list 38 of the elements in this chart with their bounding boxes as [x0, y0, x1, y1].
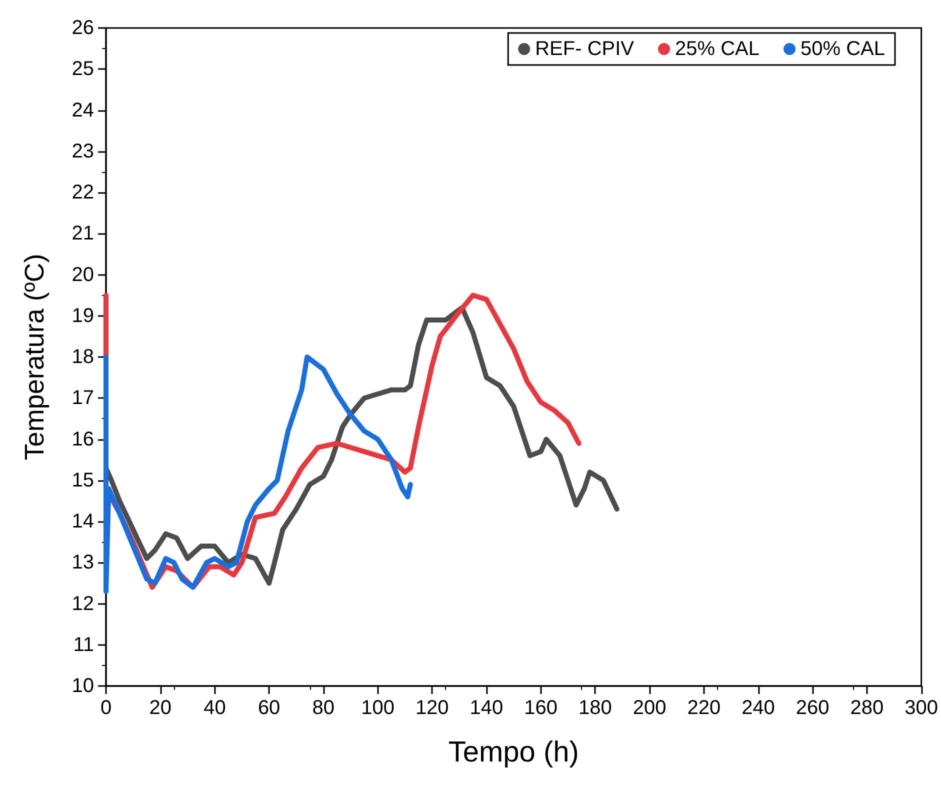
x-tick-label: 100 [361, 697, 394, 719]
y-tick-label: 23 [72, 140, 94, 162]
x-axis-title: Tempo (h) [448, 736, 579, 768]
y-tick-label: 12 [72, 592, 94, 615]
y-tick-label: 10 [72, 675, 94, 697]
y-tick-label: 16 [72, 428, 94, 450]
y-tick-label: 11 [73, 634, 94, 656]
x-tick-label: 300 [904, 697, 938, 719]
x-tick-label: 140 [470, 697, 504, 719]
y-tick-label: 18 [72, 346, 94, 368]
x-tick-label: 220 [687, 697, 721, 719]
y-tick-label: 19 [72, 304, 94, 327]
x-tick-label: 260 [796, 697, 830, 719]
y-tick-label: 13 [72, 552, 94, 574]
x-tick-label: 60 [258, 697, 280, 719]
x-tick-label: 280 [850, 697, 884, 719]
x-tick-label: 20 [149, 697, 172, 719]
y-tick-label: 22 [72, 182, 94, 204]
y-tick-label: 24 [72, 99, 94, 122]
y-axis-title: Temperatura (ºC) [20, 254, 50, 460]
x-tick-label: 80 [312, 697, 335, 719]
y-tick-label: 20 [72, 264, 94, 286]
x-tick-label: 40 [204, 697, 226, 719]
legend-label: REF- CPIV [535, 38, 635, 60]
x-tick-label: 160 [524, 697, 558, 719]
y-tick-label: 15 [72, 469, 94, 492]
legend-label: 50% CAL [800, 38, 886, 60]
x-tick-label: 240 [742, 697, 775, 719]
x-tick-label: 0 [100, 697, 112, 719]
y-tick-label: 25 [72, 58, 94, 80]
x-tick-label: 180 [578, 697, 612, 719]
y-tick-label: 17 [72, 387, 94, 410]
x-tick-label: 120 [415, 697, 449, 719]
y-tick-label: 14 [72, 510, 94, 532]
x-tick-label: 200 [632, 697, 666, 719]
legend-label: 25% CAL [675, 38, 760, 60]
y-tick-label: 21 [72, 222, 94, 245]
y-tick-label: 26 [72, 17, 94, 39]
